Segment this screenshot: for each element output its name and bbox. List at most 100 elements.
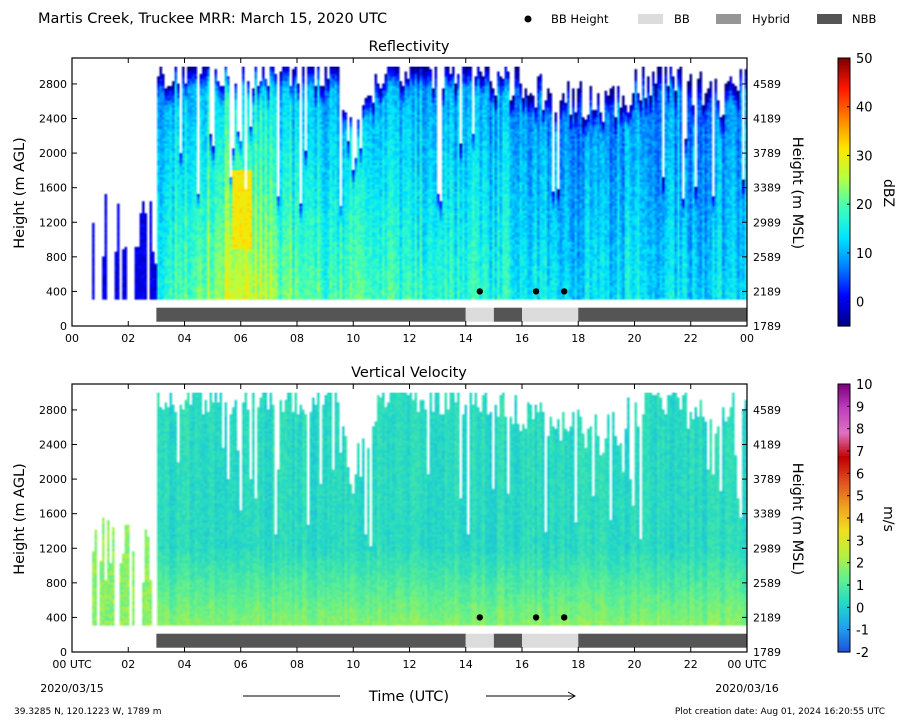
colorbar-band <box>838 417 850 421</box>
colorbar-band <box>838 392 850 396</box>
colorbar-band <box>838 397 850 401</box>
colorbar-band <box>838 544 850 548</box>
colorbar-band <box>838 477 850 481</box>
colorbar-band <box>838 410 850 414</box>
time-arrow-head <box>567 691 577 701</box>
colorbar-band <box>838 200 850 204</box>
colorbar-band <box>838 203 850 206</box>
colorbar-band <box>838 223 850 227</box>
colorbar-band <box>838 526 850 530</box>
colorbar-band <box>838 430 850 434</box>
x-tick-label: 00 UTC <box>52 658 92 671</box>
colorbar-band <box>838 285 850 289</box>
colorbar-band <box>838 314 850 318</box>
colorbar-band <box>838 207 850 211</box>
colorbar-band <box>838 571 850 575</box>
colorbar-band <box>838 116 850 119</box>
colorbar-band <box>838 256 850 260</box>
y-tick-label: 800 <box>46 251 67 264</box>
colorbar-band <box>838 555 850 559</box>
y-tick-label: 1600 <box>39 182 67 195</box>
colorbar-band <box>838 279 850 282</box>
colorbar-band <box>838 451 850 454</box>
colorbar-band <box>838 446 850 450</box>
y2-tick-label: 2989 <box>753 216 781 229</box>
colorbar-band <box>838 629 850 633</box>
colorbar-band <box>838 395 850 398</box>
x-tick-label: 18 <box>571 658 585 671</box>
reflectivity-plot-area <box>72 66 747 326</box>
colorbar-band <box>838 428 850 432</box>
x-tick-label: 12 <box>403 658 417 671</box>
colorbar-band <box>838 585 850 588</box>
colorbar-band <box>838 504 850 508</box>
colorbar-band <box>838 185 850 189</box>
colorbar-band <box>838 495 850 499</box>
colorbar-band <box>838 408 850 412</box>
y-tick-label: 400 <box>46 285 67 298</box>
x-tick-label: 00 UTC <box>727 658 767 671</box>
colorbar-band <box>838 564 850 568</box>
colorbar-band <box>838 259 850 262</box>
colorbar-band <box>838 261 850 265</box>
bb-type-segment-bb <box>465 307 494 322</box>
colorbar-band <box>838 276 850 280</box>
legend-hybrid-label: Hybrid <box>752 12 790 26</box>
colorbar-band <box>838 589 850 593</box>
colorbar-band <box>838 194 850 198</box>
colorbar-tick-label: 0 <box>856 296 864 311</box>
colorbar-band <box>838 243 850 247</box>
colorbar-band <box>838 82 850 86</box>
colorbar-band <box>838 444 850 448</box>
colorbar-band <box>838 98 850 102</box>
location-note: 39.3285 N, 120.1223 W, 1789 m <box>14 707 162 717</box>
colorbar-band <box>838 104 850 108</box>
colorbar-band <box>838 631 850 635</box>
colorbar-band <box>838 513 850 517</box>
colorbar-band <box>838 127 850 131</box>
colorbar-band <box>838 212 850 215</box>
colorbar-band <box>838 229 850 233</box>
colorbar-tick-label: 4 <box>856 512 864 527</box>
colorbar-band <box>838 386 850 390</box>
colorbar-band <box>838 593 850 597</box>
colorbar-band <box>838 64 850 68</box>
bb-type-segment-nbb <box>578 633 747 648</box>
bb-type-segment-bb <box>465 633 494 648</box>
colorbar-band <box>838 435 850 439</box>
y-tick-label: 1200 <box>39 216 67 229</box>
colorbar-band <box>838 453 850 457</box>
colorbar-band <box>838 62 850 66</box>
bb-height-point <box>560 614 568 621</box>
colorbar-band <box>838 520 850 524</box>
bb-type-segment-nbb <box>493 307 522 322</box>
colorbar-band <box>838 254 850 258</box>
colorbar-band <box>838 497 850 501</box>
colorbar-band <box>838 301 850 305</box>
colorbar-band <box>838 640 850 644</box>
legend-bb-swatch <box>638 14 663 24</box>
colorbar-band <box>838 196 850 200</box>
colorbar-band <box>838 582 850 586</box>
colorbar-band <box>838 455 850 459</box>
x-tick-label: 20 <box>628 658 642 671</box>
colorbar-band <box>838 471 850 474</box>
y2-tick-label: 2989 <box>753 542 781 555</box>
colorbar-band <box>838 183 850 186</box>
colorbar-band <box>838 66 850 70</box>
colorbar-band <box>838 529 850 532</box>
colorbar-band <box>838 459 850 463</box>
y-tick-label: 2000 <box>39 473 67 486</box>
colorbar-band <box>838 506 850 510</box>
colorbar-band <box>838 267 850 271</box>
y-tick-label: 0 <box>60 320 67 333</box>
colorbar-band <box>838 60 850 64</box>
colorbar-band <box>838 158 850 162</box>
colorbar-band <box>838 303 850 307</box>
colorbar-band <box>838 111 850 115</box>
legend-nbb-label: NBB <box>852 12 876 26</box>
colorbar-band <box>838 189 850 193</box>
velocity-colorbar-label: m/s <box>880 506 896 532</box>
colorbar-band <box>838 602 850 606</box>
